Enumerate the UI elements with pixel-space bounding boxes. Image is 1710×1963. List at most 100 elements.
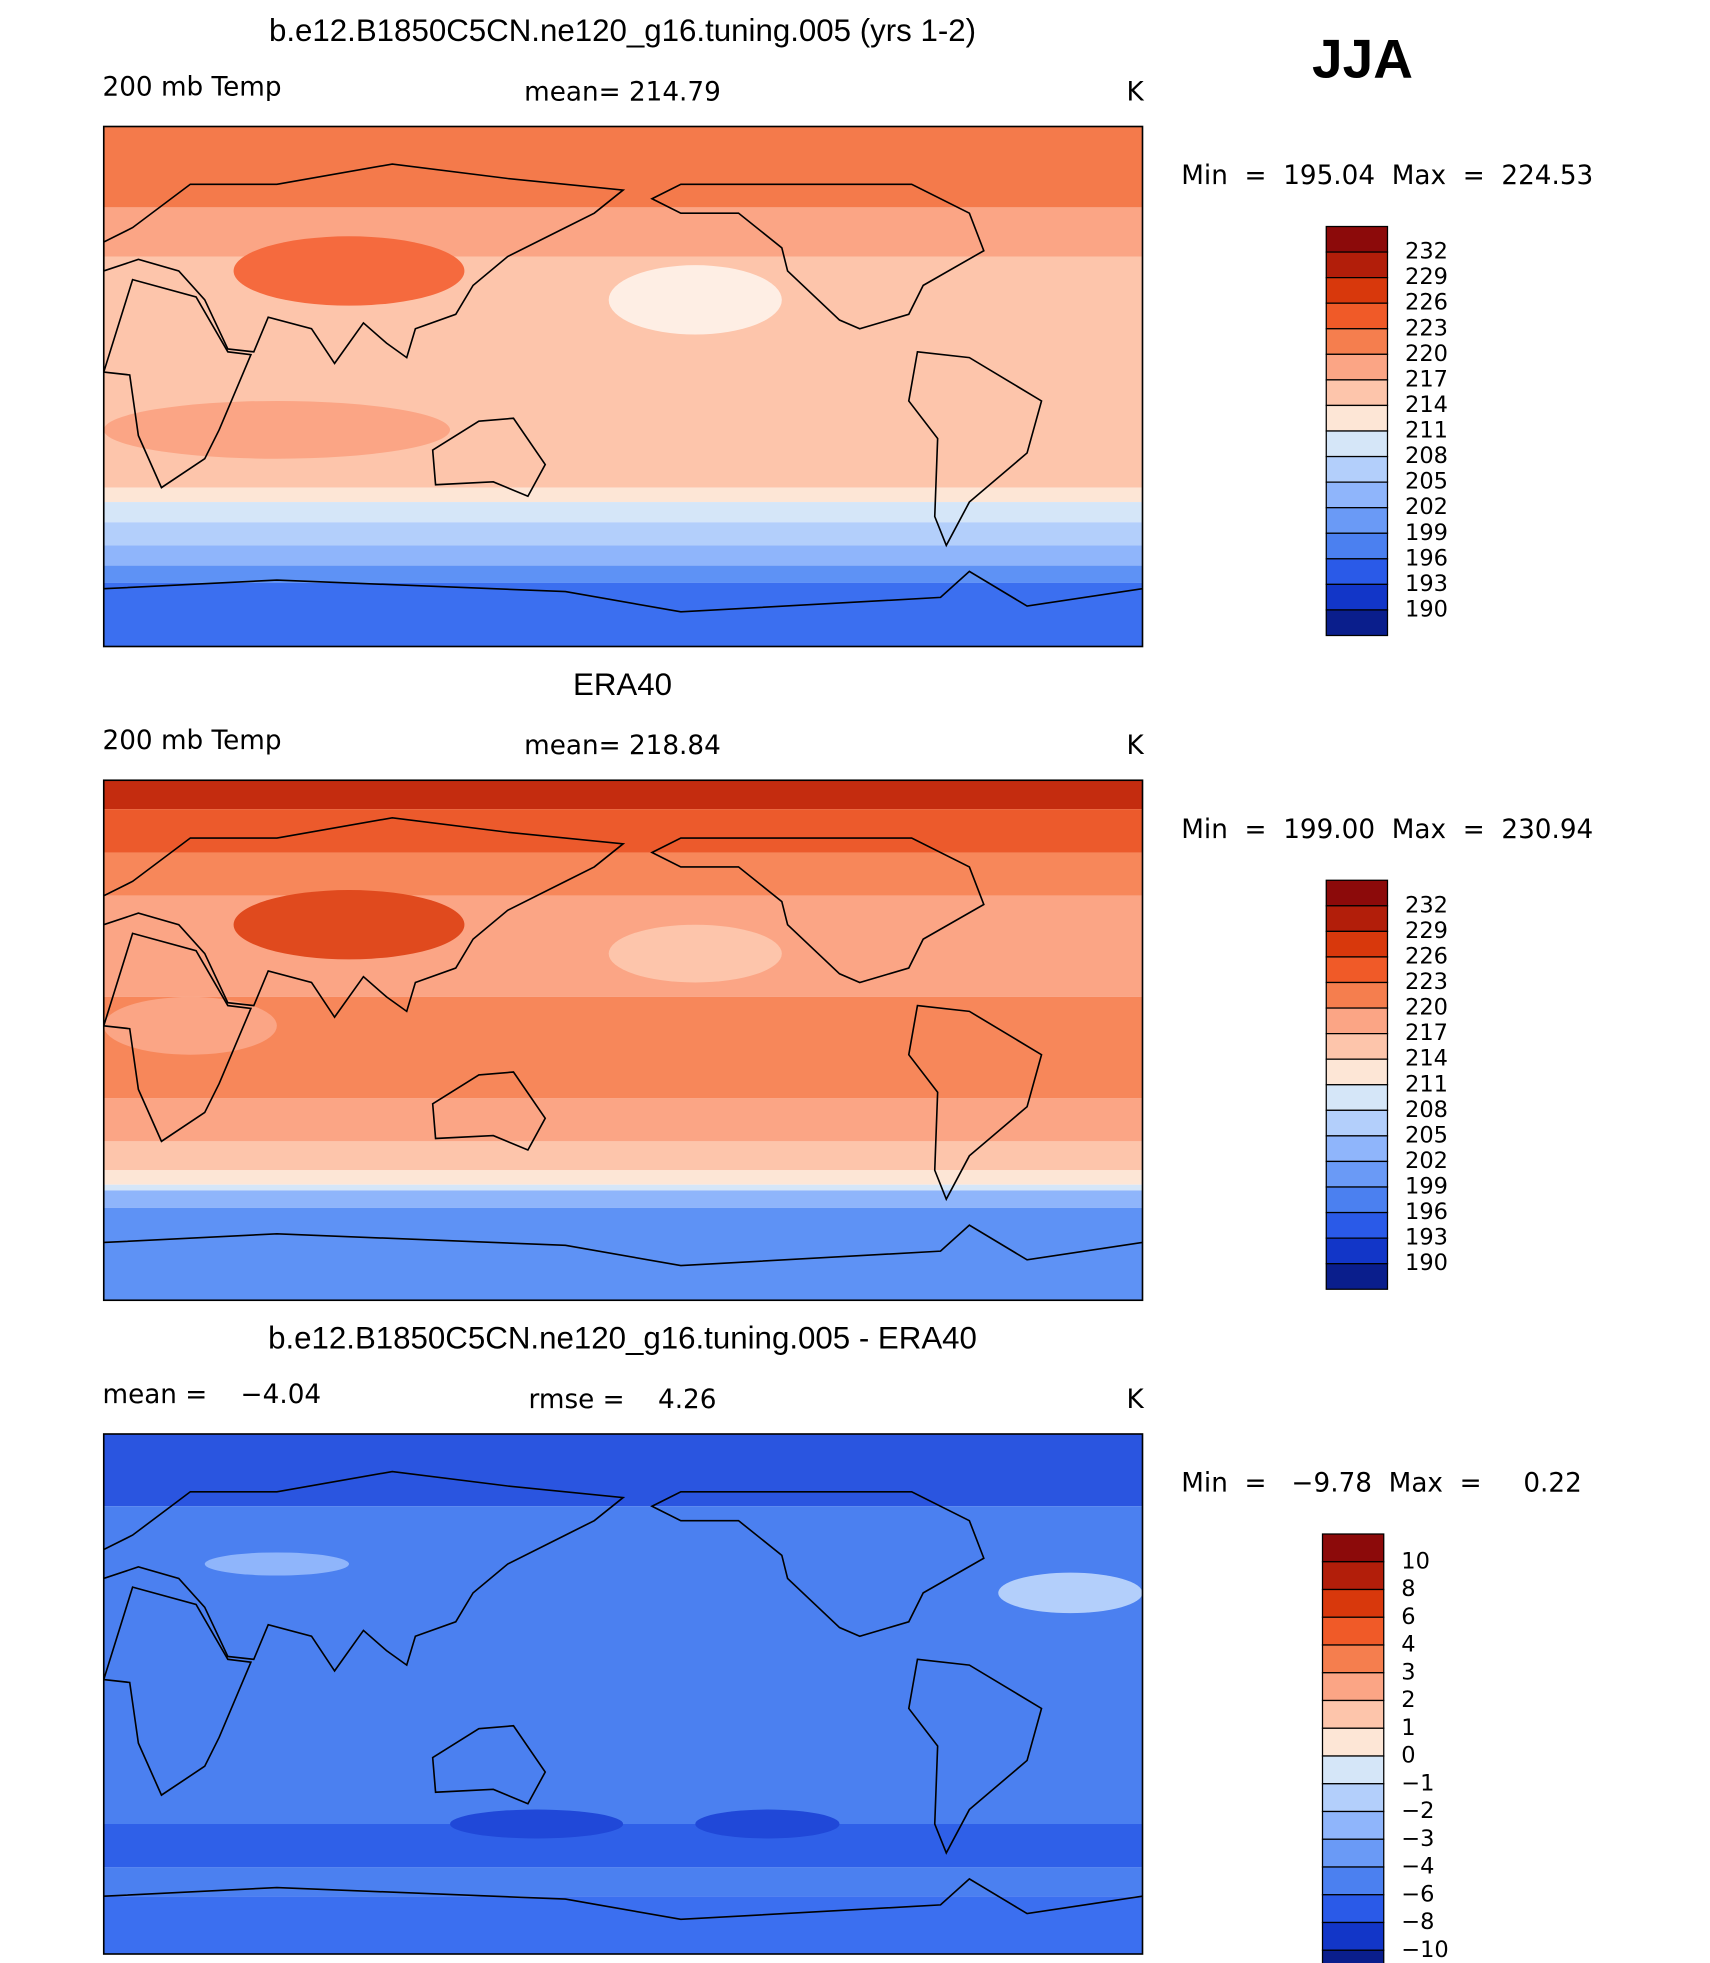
colorbar-box (1325, 1058, 1389, 1086)
field-blob (233, 236, 465, 306)
colorbar-label: −6 (1401, 1881, 1434, 1907)
unit-label: K (1127, 731, 1145, 761)
colorbar-label: 217 (1405, 366, 1448, 392)
min-max: Min = 195.04 Max = 224.53 (1181, 161, 1593, 191)
colorbar-box (1325, 558, 1389, 586)
colorbar-label: 223 (1405, 315, 1448, 341)
colorbar-box (1325, 353, 1389, 381)
colorbar-label: 4 (1401, 1632, 1415, 1658)
field-blob (103, 400, 450, 459)
colorbar-label: 226 (1405, 290, 1448, 316)
colorbar-label: −10 (1401, 1937, 1448, 1963)
colorbar-label: 6 (1401, 1604, 1415, 1630)
map (102, 1433, 1144, 1955)
coastline (103, 570, 1143, 613)
colorbar-label: −3 (1401, 1826, 1434, 1852)
coastline (650, 183, 985, 330)
colorbar-box (1325, 276, 1389, 304)
field-band (103, 126, 1143, 208)
colorbar-label: 223 (1405, 969, 1448, 995)
colorbar-label: 220 (1405, 341, 1448, 367)
colorbar-label: 205 (1405, 469, 1448, 495)
map-field (103, 126, 1143, 647)
field-band (103, 996, 1143, 1099)
colorbar-label: 202 (1405, 494, 1448, 520)
season-label: JJA (1312, 27, 1413, 89)
coastline (103, 932, 253, 1143)
colorbar-label: 196 (1405, 1199, 1448, 1225)
colorbar-box (1325, 481, 1389, 509)
coastline (103, 1586, 253, 1797)
colorbar-box (1325, 1237, 1389, 1265)
colorbar-label: −4 (1401, 1854, 1434, 1880)
colorbar-box (1325, 1109, 1389, 1137)
field-band (103, 582, 1143, 647)
colorbar-label: 232 (1405, 239, 1448, 265)
map (102, 125, 1144, 648)
colorbar-label: −2 (1401, 1798, 1434, 1824)
field-band (103, 780, 1143, 810)
field-band (103, 1434, 1143, 1507)
coastline (907, 350, 1043, 548)
field-band (103, 1867, 1143, 1897)
coastline (431, 417, 547, 498)
left-label: 200 mb Temp (103, 72, 282, 102)
field-blob (608, 265, 782, 335)
coastline (103, 278, 253, 489)
colorbar-box (1321, 1755, 1385, 1785)
left-label: 200 mb Temp (103, 726, 282, 756)
colorbar-box (1325, 879, 1389, 907)
field-band (103, 852, 1143, 896)
colorbar-box (1321, 1921, 1385, 1951)
colorbar-label: 202 (1405, 1148, 1448, 1174)
colorbar-label: 214 (1405, 1046, 1448, 1072)
colorbar-box (1325, 532, 1389, 560)
map-frame (102, 125, 1144, 648)
colorbar-label: 226 (1405, 943, 1448, 969)
colorbar-box (1325, 225, 1389, 253)
center-label: mean= 218.84 (524, 731, 721, 761)
coastline (431, 1724, 547, 1805)
colorbar-label: 211 (1405, 418, 1448, 444)
field-band (103, 1184, 1143, 1191)
field-band (103, 1098, 1143, 1142)
colorbar-label: 205 (1405, 1122, 1448, 1148)
field-band (103, 1207, 1143, 1301)
colorbar-label: 217 (1405, 1020, 1448, 1046)
colorbar-box (1321, 1949, 1385, 1963)
colorbar-box (1325, 905, 1389, 933)
field-band (103, 1896, 1143, 1954)
colorbar-label: 8 (1401, 1576, 1415, 1602)
colorbar-label: 232 (1405, 892, 1448, 918)
colorbar-box (1321, 1616, 1385, 1646)
colorbar-label: 214 (1405, 392, 1448, 418)
field-band (103, 1141, 1143, 1171)
colorbar-label: 208 (1405, 1097, 1448, 1123)
colorbar-box (1325, 379, 1389, 407)
colorbar-box (1325, 1007, 1389, 1035)
colorbar-box (1321, 1561, 1385, 1591)
field-blob (233, 890, 465, 960)
colorbar-label: 211 (1405, 1071, 1448, 1097)
colorbar-label: 199 (1405, 520, 1448, 546)
field-blob (998, 1572, 1143, 1614)
map-field (103, 1434, 1143, 1954)
colorbar-box (1325, 455, 1389, 483)
coastline (103, 1224, 1143, 1267)
colorbar-box (1325, 609, 1389, 637)
colorbar-box (1325, 1160, 1389, 1188)
map (102, 779, 1144, 1302)
min-max: Min = 199.00 Max = 230.94 (1181, 815, 1593, 845)
coastline (103, 1470, 626, 1673)
field-band (103, 1190, 1143, 1208)
field-band (103, 522, 1143, 546)
map-frame (102, 779, 1144, 1302)
colorbar-box (1325, 1211, 1389, 1239)
coastline (103, 816, 626, 1019)
colorbar-box (1321, 1810, 1385, 1840)
panel-title: b.e12.B1850C5CN.ne120_g16.tuning.005 (yr… (269, 13, 976, 48)
colorbar-box (1325, 430, 1389, 458)
coastline (103, 163, 626, 365)
colorbar-box (1321, 1838, 1385, 1868)
colorbar-label: 220 (1405, 995, 1448, 1021)
